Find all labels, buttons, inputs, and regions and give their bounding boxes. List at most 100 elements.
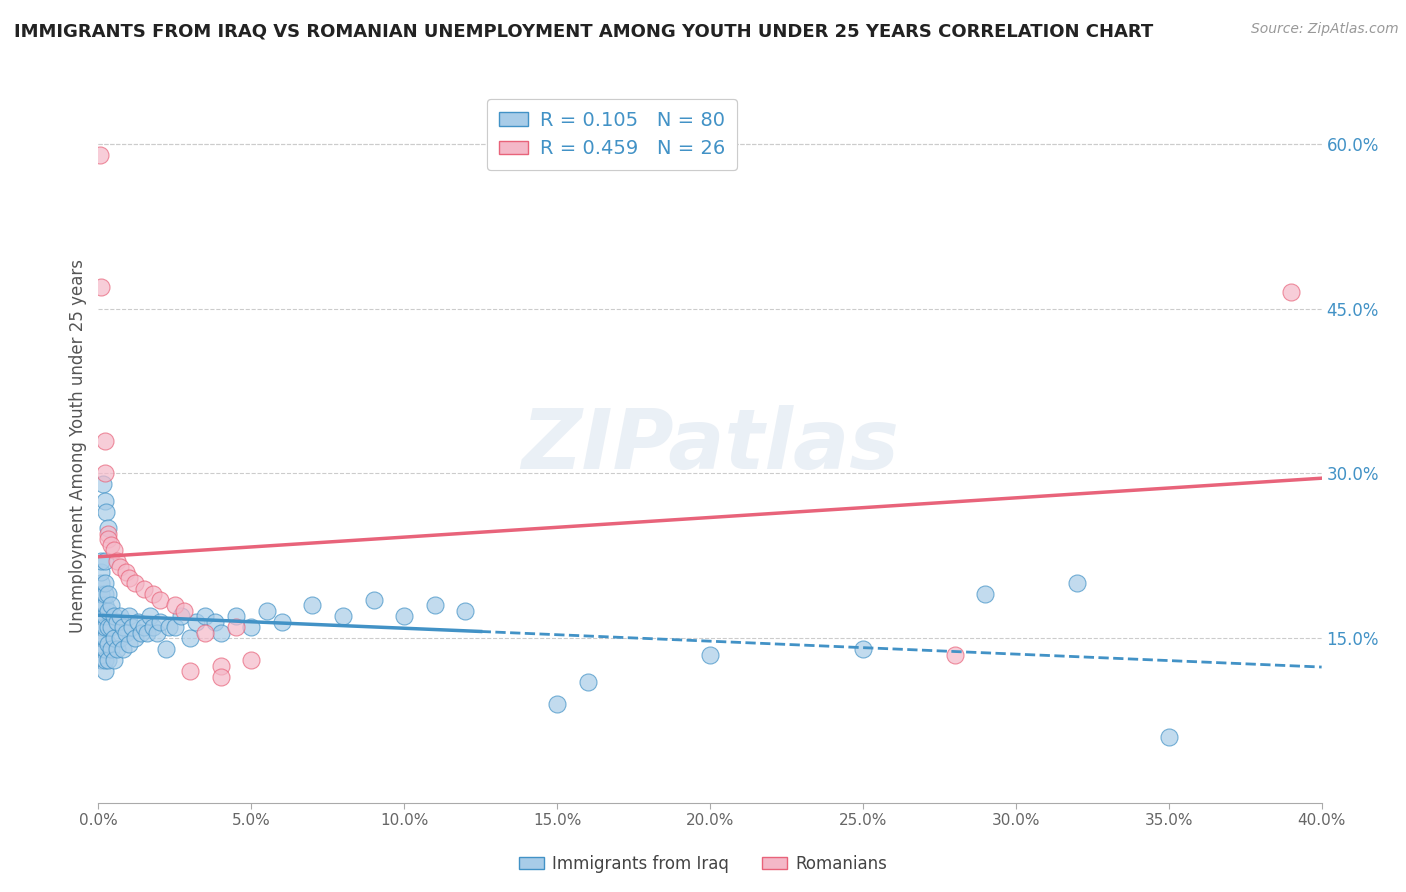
Point bbox=[129, 625, 152, 640]
Point bbox=[93, 609, 115, 624]
Point bbox=[89, 148, 111, 162]
Point bbox=[91, 477, 114, 491]
Point bbox=[108, 631, 131, 645]
Point bbox=[105, 615, 128, 629]
Point bbox=[363, 592, 385, 607]
Point bbox=[93, 434, 115, 448]
Point bbox=[93, 642, 115, 657]
Point bbox=[142, 587, 165, 601]
Point bbox=[118, 637, 141, 651]
Point bbox=[93, 598, 115, 612]
Point bbox=[103, 543, 125, 558]
Point bbox=[301, 598, 323, 612]
Point bbox=[90, 566, 112, 580]
Point bbox=[134, 582, 156, 596]
Point bbox=[108, 609, 131, 624]
Point bbox=[1157, 730, 1180, 744]
Point bbox=[270, 615, 294, 629]
Point bbox=[974, 587, 997, 601]
Point bbox=[100, 620, 122, 634]
Point bbox=[97, 533, 120, 547]
Point bbox=[100, 538, 122, 552]
Point bbox=[149, 615, 172, 629]
Text: ZIPatlas: ZIPatlas bbox=[522, 406, 898, 486]
Point bbox=[111, 620, 134, 634]
Point bbox=[1279, 285, 1302, 300]
Point bbox=[93, 467, 115, 481]
Point bbox=[194, 625, 217, 640]
Point bbox=[121, 620, 143, 634]
Point bbox=[209, 669, 232, 683]
Point bbox=[157, 620, 180, 634]
Point bbox=[139, 609, 162, 624]
Point bbox=[209, 625, 232, 640]
Point bbox=[699, 648, 721, 662]
Point bbox=[90, 631, 112, 645]
Point bbox=[454, 604, 477, 618]
Point bbox=[90, 620, 112, 634]
Point bbox=[115, 566, 138, 580]
Point bbox=[93, 576, 115, 591]
Point bbox=[225, 620, 247, 634]
Point bbox=[173, 604, 195, 618]
Point bbox=[179, 664, 201, 678]
Point bbox=[852, 642, 875, 657]
Point bbox=[103, 653, 125, 667]
Point bbox=[90, 576, 112, 591]
Point bbox=[1066, 576, 1088, 591]
Point bbox=[93, 664, 115, 678]
Point bbox=[163, 620, 186, 634]
Point bbox=[576, 675, 599, 690]
Point bbox=[155, 642, 177, 657]
Point bbox=[332, 609, 354, 624]
Point bbox=[103, 609, 125, 624]
Point bbox=[90, 609, 112, 624]
Point bbox=[115, 625, 138, 640]
Point bbox=[93, 587, 115, 601]
Point bbox=[108, 559, 131, 574]
Point bbox=[240, 620, 263, 634]
Point bbox=[93, 554, 115, 568]
Point bbox=[256, 604, 278, 618]
Point bbox=[93, 494, 115, 508]
Point bbox=[97, 604, 120, 618]
Point bbox=[423, 598, 446, 612]
Point bbox=[225, 609, 247, 624]
Point bbox=[204, 615, 226, 629]
Point bbox=[93, 620, 115, 634]
Point bbox=[134, 620, 156, 634]
Point bbox=[194, 609, 217, 624]
Point bbox=[105, 642, 128, 657]
Point bbox=[179, 631, 201, 645]
Point bbox=[118, 609, 141, 624]
Point bbox=[97, 637, 120, 651]
Point bbox=[93, 631, 115, 645]
Point bbox=[546, 697, 568, 711]
Y-axis label: Unemployment Among Youth under 25 years: Unemployment Among Youth under 25 years bbox=[69, 259, 87, 633]
Point bbox=[392, 609, 416, 624]
Point bbox=[90, 653, 112, 667]
Point bbox=[149, 592, 172, 607]
Point bbox=[94, 505, 117, 519]
Point bbox=[136, 625, 159, 640]
Point bbox=[90, 598, 112, 612]
Point bbox=[943, 648, 966, 662]
Point bbox=[90, 554, 112, 568]
Point bbox=[100, 642, 122, 657]
Point bbox=[124, 631, 146, 645]
Point bbox=[90, 587, 112, 601]
Point bbox=[186, 615, 208, 629]
Point bbox=[105, 554, 128, 568]
Point bbox=[97, 653, 120, 667]
Point bbox=[90, 642, 112, 657]
Text: Source: ZipAtlas.com: Source: ZipAtlas.com bbox=[1251, 22, 1399, 37]
Point bbox=[97, 526, 120, 541]
Point bbox=[142, 620, 165, 634]
Legend: Immigrants from Iraq, Romanians: Immigrants from Iraq, Romanians bbox=[512, 848, 894, 880]
Point bbox=[127, 615, 149, 629]
Point bbox=[97, 521, 120, 535]
Point bbox=[240, 653, 263, 667]
Point bbox=[111, 642, 134, 657]
Text: IMMIGRANTS FROM IRAQ VS ROMANIAN UNEMPLOYMENT AMONG YOUTH UNDER 25 YEARS CORRELA: IMMIGRANTS FROM IRAQ VS ROMANIAN UNEMPLO… bbox=[14, 22, 1153, 40]
Point bbox=[163, 598, 186, 612]
